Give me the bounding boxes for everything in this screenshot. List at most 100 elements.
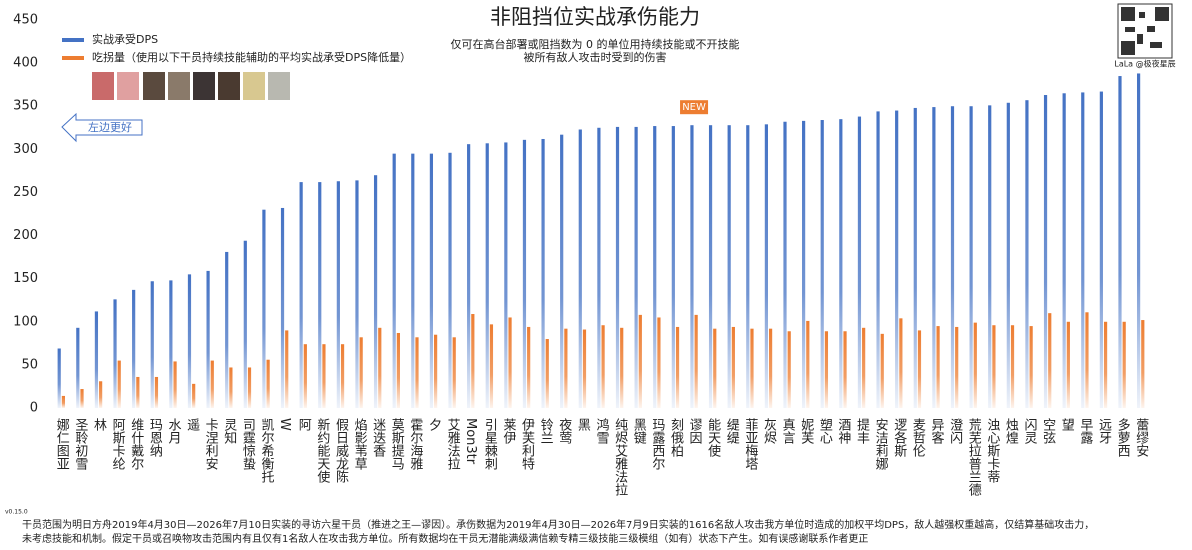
x-tick-label: W	[277, 418, 292, 431]
bar	[913, 107, 917, 409]
x-tick-label: 远牙	[1096, 418, 1112, 444]
bar	[1006, 102, 1010, 409]
bar	[378, 327, 382, 408]
bar	[280, 207, 285, 408]
y-tick-label: 350	[13, 99, 38, 114]
bar	[634, 126, 638, 408]
bar	[359, 337, 363, 408]
y-tick-label: 300	[13, 142, 38, 157]
bar	[303, 344, 307, 408]
watermark: LaLa @极夜星辰	[1114, 59, 1175, 69]
legend-swatch	[62, 56, 84, 60]
bar	[1025, 100, 1029, 408]
bar	[899, 318, 903, 408]
x-tick-label: 遥	[184, 418, 200, 432]
better-arrow	[61, 112, 143, 143]
x-tick-label: 鸿雪	[594, 417, 610, 444]
x-tick-label: 艾雅法拉	[445, 418, 461, 470]
x-tick-label: 望	[1059, 417, 1075, 431]
y-tick-label: 50	[21, 357, 38, 372]
bar	[247, 367, 252, 408]
footnote: 干员范围为明日方舟2019年4月30日—2026年7月10日实装的寻访六星干员（…	[22, 518, 1094, 531]
arrow-label: 左边更好	[88, 120, 132, 134]
x-tick-label: 引星棘刺	[482, 418, 498, 470]
bar	[117, 360, 121, 408]
bar	[802, 120, 806, 408]
x-tick-label: 黑键	[631, 418, 647, 445]
legend-label: 实战承受DPS	[92, 32, 158, 46]
y-tick-label: 450	[13, 13, 38, 28]
bar	[1085, 312, 1089, 408]
bar	[1043, 95, 1048, 408]
bar	[787, 331, 791, 408]
x-tick-label: 阿斯卡纶	[110, 418, 126, 470]
bar	[262, 209, 266, 408]
bar	[601, 325, 605, 408]
bar	[1103, 321, 1108, 408]
bar	[173, 361, 177, 408]
x-tick-label: 维什戴尔	[128, 418, 144, 470]
x-tick-label: 夜莺	[556, 418, 572, 444]
x-tick-label: 娜仁图亚	[54, 418, 70, 470]
bar	[76, 327, 80, 408]
bar	[955, 326, 959, 408]
bar	[1099, 91, 1103, 408]
x-tick-label: 真言	[780, 418, 796, 444]
bar	[340, 344, 345, 408]
x-tick-label: 安洁莉娜	[873, 418, 889, 470]
subtitle: 仅可在高台部署或阻挡数为 0 的单位用持续技能或不开技能	[451, 37, 740, 51]
bar	[675, 326, 680, 408]
x-tick-label: 伊芙利特	[519, 418, 535, 470]
x-tick-label: 司霆惊蛰	[240, 418, 256, 471]
annotation-box	[680, 100, 709, 115]
bar	[768, 328, 773, 408]
bar	[225, 251, 229, 408]
bar	[783, 121, 787, 409]
x-tick-label: 莫斯提马	[389, 418, 405, 470]
x-tick-label: 凯尔希衡托	[259, 418, 275, 483]
bar	[206, 270, 210, 408]
bar	[80, 389, 84, 408]
bar	[824, 331, 829, 408]
x-tick-label: 能天使	[705, 418, 721, 457]
bar	[392, 153, 396, 408]
bar	[806, 320, 810, 408]
bar	[839, 119, 843, 409]
x-tick-label: 麦哲伦	[910, 418, 926, 458]
footnote: 未考虑技能和机制。假定干员或召唤物攻击范围内有且仅有1名敌人在攻击我方单位。所有…	[22, 532, 868, 545]
chart-title: 非阻挡位实战承伤能力	[490, 5, 700, 29]
bar	[187, 274, 192, 408]
x-tick-label: 纯烬艾雅法拉	[612, 418, 628, 496]
bar	[1141, 320, 1145, 408]
bar	[597, 127, 601, 409]
y-tick-label: 250	[13, 185, 38, 200]
x-tick-label: 澄闪	[947, 418, 963, 444]
x-tick-label: 灵知	[221, 418, 237, 444]
bar	[880, 333, 884, 408]
bar	[969, 106, 973, 408]
x-tick-label: 迷迭香	[370, 418, 386, 458]
bar	[522, 139, 527, 409]
bar	[657, 317, 661, 408]
bar	[336, 181, 340, 408]
bar	[1066, 321, 1070, 408]
bar	[1118, 76, 1122, 409]
bar	[299, 182, 303, 408]
bar	[653, 126, 657, 408]
x-tick-label: 刻俄柏	[668, 418, 684, 457]
bar	[857, 116, 862, 409]
x-tick-label: Mon3tr	[463, 418, 478, 465]
x-tick-label: 玛恩纳	[147, 418, 163, 457]
x-tick-label: 提丰	[854, 417, 870, 444]
bar	[285, 330, 289, 408]
x-tick-label: 多萝西	[1115, 417, 1131, 457]
x-tick-label: 水月	[165, 418, 181, 445]
bar	[932, 107, 936, 408]
bar	[917, 330, 922, 408]
y-tick-label: 400	[13, 56, 38, 71]
bar	[560, 134, 564, 409]
bar	[1081, 92, 1085, 408]
bar	[973, 322, 977, 408]
bar	[1010, 325, 1015, 408]
x-tick-label: 浊心斯卡蒂	[984, 418, 1000, 483]
